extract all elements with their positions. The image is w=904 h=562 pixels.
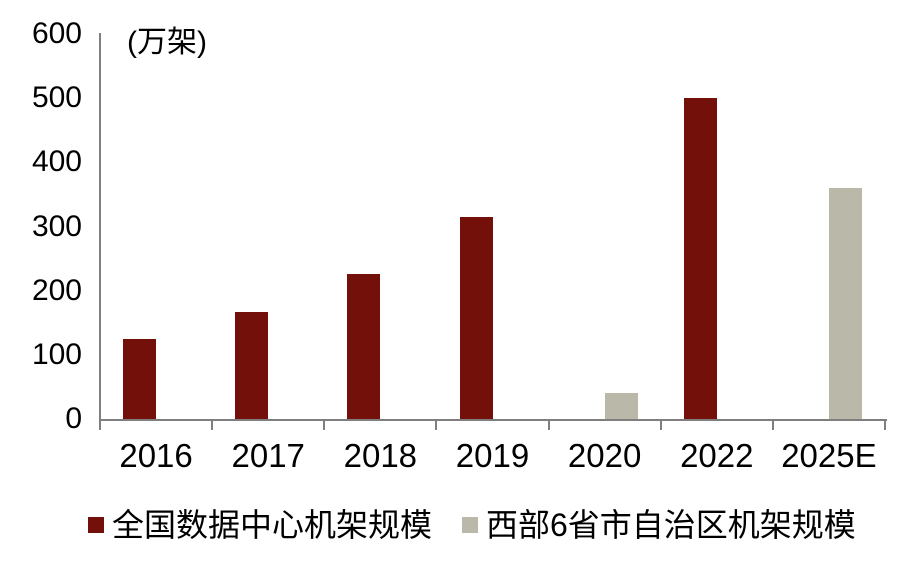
bar-western-2025E (828, 188, 862, 419)
x-axis-label-2016: 2016 (119, 437, 193, 474)
bar-western-2020 (604, 393, 638, 419)
bar-national-2018 (347, 273, 381, 419)
y-axis-tick-label: 200 (31, 273, 82, 307)
y-axis-tick-label: 400 (31, 145, 82, 179)
x-axis-label-2022: 2022 (680, 437, 754, 474)
y-axis-tick-label: 0 (65, 402, 82, 435)
y-axis-tick-label: 100 (31, 337, 82, 371)
legend-item-national: 全国数据中心机架规模 (88, 507, 432, 543)
legend: 全国数据中心机架规模 西部6省市自治区机架规模 (0, 507, 904, 543)
x-axis-tick (99, 421, 101, 430)
x-axis-label-2020: 2020 (567, 437, 642, 474)
x-axis-label-2025E: 2025E (781, 437, 877, 474)
y-axis-tick-label: 600 (31, 17, 82, 50)
x-axis-label-2019: 2019 (455, 437, 530, 474)
x-axis-tick (211, 421, 214, 430)
x-axis-tick (547, 421, 550, 430)
x-axis-label-2017: 2017 (231, 437, 305, 474)
x-axis-tick (435, 421, 438, 430)
y-axis-tick-label: 300 (31, 209, 82, 243)
x-axis-tick (771, 421, 774, 430)
bar-national-2022 (683, 98, 717, 419)
legend-label-national: 全国数据中心机架规模 (112, 507, 433, 543)
legend-item-western: 西部6省市自治区机架规模 (462, 507, 856, 543)
x-axis-label-2018: 2018 (343, 437, 418, 474)
legend-swatch-national (88, 517, 104, 533)
y-axis-unit-label: (万架) (127, 26, 207, 59)
y-axis-line (99, 33, 101, 421)
bar-national-2017 (235, 312, 269, 419)
plot-area (100, 34, 885, 419)
y-axis-tick-label: 500 (31, 81, 82, 115)
x-axis-line (99, 419, 887, 421)
x-axis-tick (659, 421, 662, 430)
bar-national-2019 (459, 216, 493, 419)
x-axis-tick (323, 421, 326, 430)
bar-national-2016 (123, 339, 157, 419)
legend-swatch-western (462, 517, 478, 533)
legend-label-western: 西部6省市自治区机架规模 (486, 507, 856, 543)
x-axis-tick (884, 421, 886, 430)
